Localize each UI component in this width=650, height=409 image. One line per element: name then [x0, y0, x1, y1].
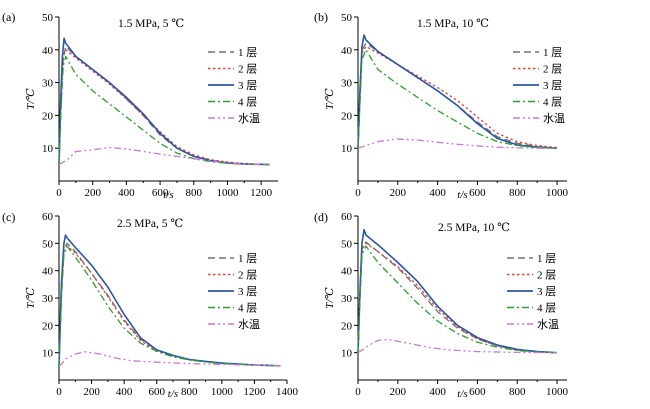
x-tick-label: 0 [56, 187, 62, 199]
legend-entry: 4 层 [238, 96, 257, 109]
legend-entry: 3 层 [238, 285, 257, 298]
series-line-3 [357, 228, 558, 354]
x-tick-label: 1000 [216, 187, 239, 199]
y-tick-label: 10 [341, 143, 353, 155]
legend-entry: 水温 [238, 318, 260, 331]
legend-entry: 水温 [537, 318, 559, 331]
series-line-3 [357, 34, 558, 149]
x-tick-label: 400 [116, 386, 133, 398]
x-tick-label: 1000 [211, 386, 234, 398]
y-tick-label: 30 [341, 78, 353, 90]
y-tick-label: 20 [341, 320, 353, 332]
y-axis-label: T/℃ [324, 88, 336, 110]
y-tick-label: 20 [341, 110, 353, 122]
legend-entry: 3 层 [537, 285, 556, 298]
y-tick-label: 50 [42, 238, 54, 250]
x-tick-label: 0 [56, 386, 62, 398]
x-axis-label: t/s [457, 189, 467, 201]
y-tick-label: 50 [341, 238, 353, 250]
x-tick-label: 1000 [546, 386, 569, 398]
legend-entry: 水温 [238, 112, 260, 125]
panel-label: (b) [314, 10, 328, 24]
x-tick-label: 600 [148, 386, 165, 398]
series-line-2 [357, 45, 558, 149]
series-line-4 [357, 49, 558, 149]
panel-condition: 2.5 MPa, 5 ℃ [117, 218, 183, 230]
legend-entry: 4 层 [238, 302, 257, 315]
y-tick-label: 40 [42, 45, 54, 57]
y-tick-label: 40 [341, 266, 353, 278]
x-axis-label: t/s [163, 189, 173, 201]
y-tick-label: 60 [341, 211, 353, 223]
y-tick-label: 60 [42, 211, 54, 223]
panel-condition: 2.5 MPa, 10 ℃ [438, 222, 510, 234]
series-line-2 [357, 242, 558, 354]
legend-entry: 1 层 [238, 252, 257, 265]
panel-label: (a) [2, 10, 15, 24]
panel-label: (d) [314, 210, 328, 224]
x-tick-label: 600 [469, 187, 486, 199]
legend-entry: 1 层 [537, 252, 556, 265]
legend-entry: 1 层 [238, 46, 257, 59]
x-tick-label: 200 [84, 187, 101, 199]
legend-entry: 4 层 [543, 96, 562, 109]
panel-label: (c) [2, 210, 15, 224]
x-tick-label: 1200 [243, 386, 266, 398]
x-tick-label: 1000 [546, 187, 569, 199]
series-line-5 [357, 138, 557, 149]
y-axis-label: T/℃ [25, 88, 37, 110]
legend-entry: 水温 [543, 112, 565, 125]
x-tick-label: 800 [509, 386, 526, 398]
legend-entry: 2 层 [543, 63, 562, 76]
x-tick-label: 200 [390, 386, 407, 398]
y-tick-label: 50 [341, 12, 353, 24]
series-line-5 [58, 351, 281, 367]
y-tick-label: 30 [42, 293, 54, 305]
y-tick-label: 20 [42, 110, 54, 122]
y-axis-label: T/℃ [324, 287, 336, 309]
series-line-5 [357, 338, 558, 354]
x-tick-label: 400 [429, 187, 446, 199]
legend-entry: 2 层 [537, 269, 556, 282]
y-tick-label: 10 [42, 143, 54, 155]
series-line-5 [58, 146, 270, 166]
x-tick-label: 1400 [276, 386, 299, 398]
x-tick-label: 800 [509, 187, 526, 199]
legend-entry: 2 层 [238, 63, 257, 76]
series-line-2 [58, 49, 270, 166]
y-tick-label: 30 [42, 78, 54, 90]
series-line-4 [357, 245, 558, 354]
x-tick-label: 400 [429, 386, 446, 398]
legend-entry: 2 层 [238, 269, 257, 282]
panel-condition: 1.5 MPa, 10 ℃ [417, 18, 489, 30]
x-tick-label: 200 [390, 187, 407, 199]
panel-condition: 1.5 MPa, 5 ℃ [118, 18, 184, 30]
y-tick-label: 10 [341, 348, 353, 360]
x-tick-label: 200 [83, 386, 100, 398]
x-tick-label: 0 [355, 187, 361, 199]
legend-entry: 3 层 [238, 79, 257, 92]
x-axis-label: t/s [168, 388, 178, 400]
x-tick-label: 800 [186, 187, 203, 199]
series-line-4 [58, 245, 281, 367]
y-tick-label: 40 [341, 45, 353, 57]
x-tick-label: 600 [152, 187, 169, 199]
x-tick-label: 400 [118, 187, 135, 199]
y-tick-label: 30 [341, 293, 353, 305]
legend-entry: 1 层 [543, 46, 562, 59]
y-tick-label: 20 [42, 320, 54, 332]
y-tick-label: 10 [42, 348, 54, 360]
legend-entry: 4 层 [537, 302, 556, 315]
x-tick-label: 1200 [250, 187, 273, 199]
x-tick-label: 600 [469, 386, 486, 398]
x-axis-label: t/s [457, 388, 467, 400]
y-axis-label: T/℃ [25, 287, 37, 309]
y-tick-label: 40 [42, 266, 54, 278]
x-tick-label: 800 [181, 386, 198, 398]
x-tick-label: 0 [355, 386, 361, 398]
y-tick-label: 50 [42, 12, 54, 24]
legend-entry: 3 层 [543, 79, 562, 92]
